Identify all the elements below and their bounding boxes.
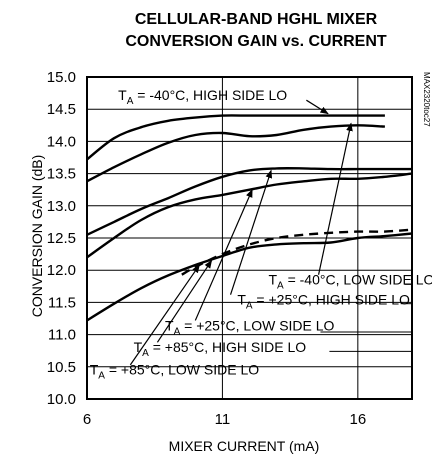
series-label-part: T	[118, 87, 127, 103]
series-label-part: = -40°C, HIGH SIDE LO	[133, 87, 287, 103]
series-label-subscript: A	[246, 300, 253, 311]
x-axis-label: MIXER CURRENT (mA)	[169, 438, 320, 454]
annotation-arrow-6	[129, 264, 200, 366]
series-label-part: = +85°C, HIGH SIDE LO	[149, 339, 306, 355]
y-tick-label: 13.0	[47, 198, 76, 215]
series-label-subscript: A	[98, 371, 105, 382]
series-label-4: TA = +25°C, LOW SIDE LO	[165, 318, 335, 338]
y-tick-label: 13.5	[47, 166, 76, 183]
plot-frame	[86, 76, 413, 400]
y-tick-label: 11.0	[48, 327, 76, 344]
x-tick-label: 16	[349, 411, 366, 428]
y-tick-labels: 10.0 10.5 11.0 11.5 12.0 12.5 13.0 13.5 14.0 14.5…	[47, 69, 76, 408]
series-label-part: T	[268, 271, 277, 287]
series-label-subscript: A	[127, 96, 134, 107]
series-label-part: = -40°C, LOW SIDE LO	[284, 271, 432, 287]
series-line-4	[86, 172, 413, 259]
series-label-5: TA = +85°C, HIGH SIDE LO	[134, 339, 307, 359]
series-label-1: TA = -40°C, HIGH SIDE LO	[118, 87, 287, 107]
y-tick-label: 10.0	[47, 391, 76, 408]
series-label-part: T	[165, 318, 174, 334]
series-label-2: TA = -40°C, LOW SIDE LO	[268, 271, 432, 291]
y-tick-label: 15.0	[47, 69, 76, 86]
y-tick-label: 12.5	[47, 230, 76, 247]
series-label-part: = +25°C, HIGH SIDE LO	[253, 291, 410, 307]
y-tick-label: 10.5	[47, 359, 76, 376]
chart-title-line1: CELLULAR-BAND HGHL MIXER	[135, 11, 378, 28]
y-tick-label: 12.0	[47, 262, 76, 279]
series-line-3	[86, 167, 412, 236]
series-label-subscript: A	[277, 280, 284, 291]
x-tick-labels: 6 11 16	[83, 411, 366, 428]
series-label-subscript: A	[142, 348, 149, 359]
series-label-subscript: A	[174, 327, 181, 338]
series-group	[86, 114, 413, 322]
series-line-2	[86, 124, 385, 183]
chart-title-line2: CONVERSION GAIN vs. CURRENT	[125, 33, 387, 50]
y-tick-label: 11.5	[48, 294, 76, 311]
y-axis-label: CONVERSION GAIN (dB)	[29, 155, 45, 318]
series-label-part: T	[90, 362, 99, 378]
annotation-arrow-3	[229, 169, 273, 295]
series-line-1	[86, 114, 385, 161]
y-tick-label: 14.5	[47, 101, 76, 118]
series-line-5	[181, 228, 413, 276]
series-label-6: TA = +85°C, LOW SIDE LO	[90, 362, 260, 382]
x-tick-label: 6	[83, 411, 91, 428]
annotation-arrow-2	[317, 122, 353, 275]
annotation-arrow-4	[194, 188, 253, 321]
series-line-6	[86, 232, 413, 322]
series-label-part: T	[134, 339, 143, 355]
x-tick-label: 11	[215, 411, 231, 428]
annotation-arrow-1	[306, 99, 329, 115]
series-label-part: T	[237, 291, 246, 307]
annotation-arrow-5	[156, 259, 213, 343]
series-label-part: = +85°C, LOW SIDE LO	[105, 362, 259, 378]
series-label-part: = +25°C, LOW SIDE LO	[180, 318, 334, 334]
figure-id-watermark: MAX2320toc27	[422, 72, 431, 127]
series-label-3: TA = +25°C, HIGH SIDE LO	[237, 291, 410, 311]
y-tick-label: 14.0	[47, 133, 76, 150]
